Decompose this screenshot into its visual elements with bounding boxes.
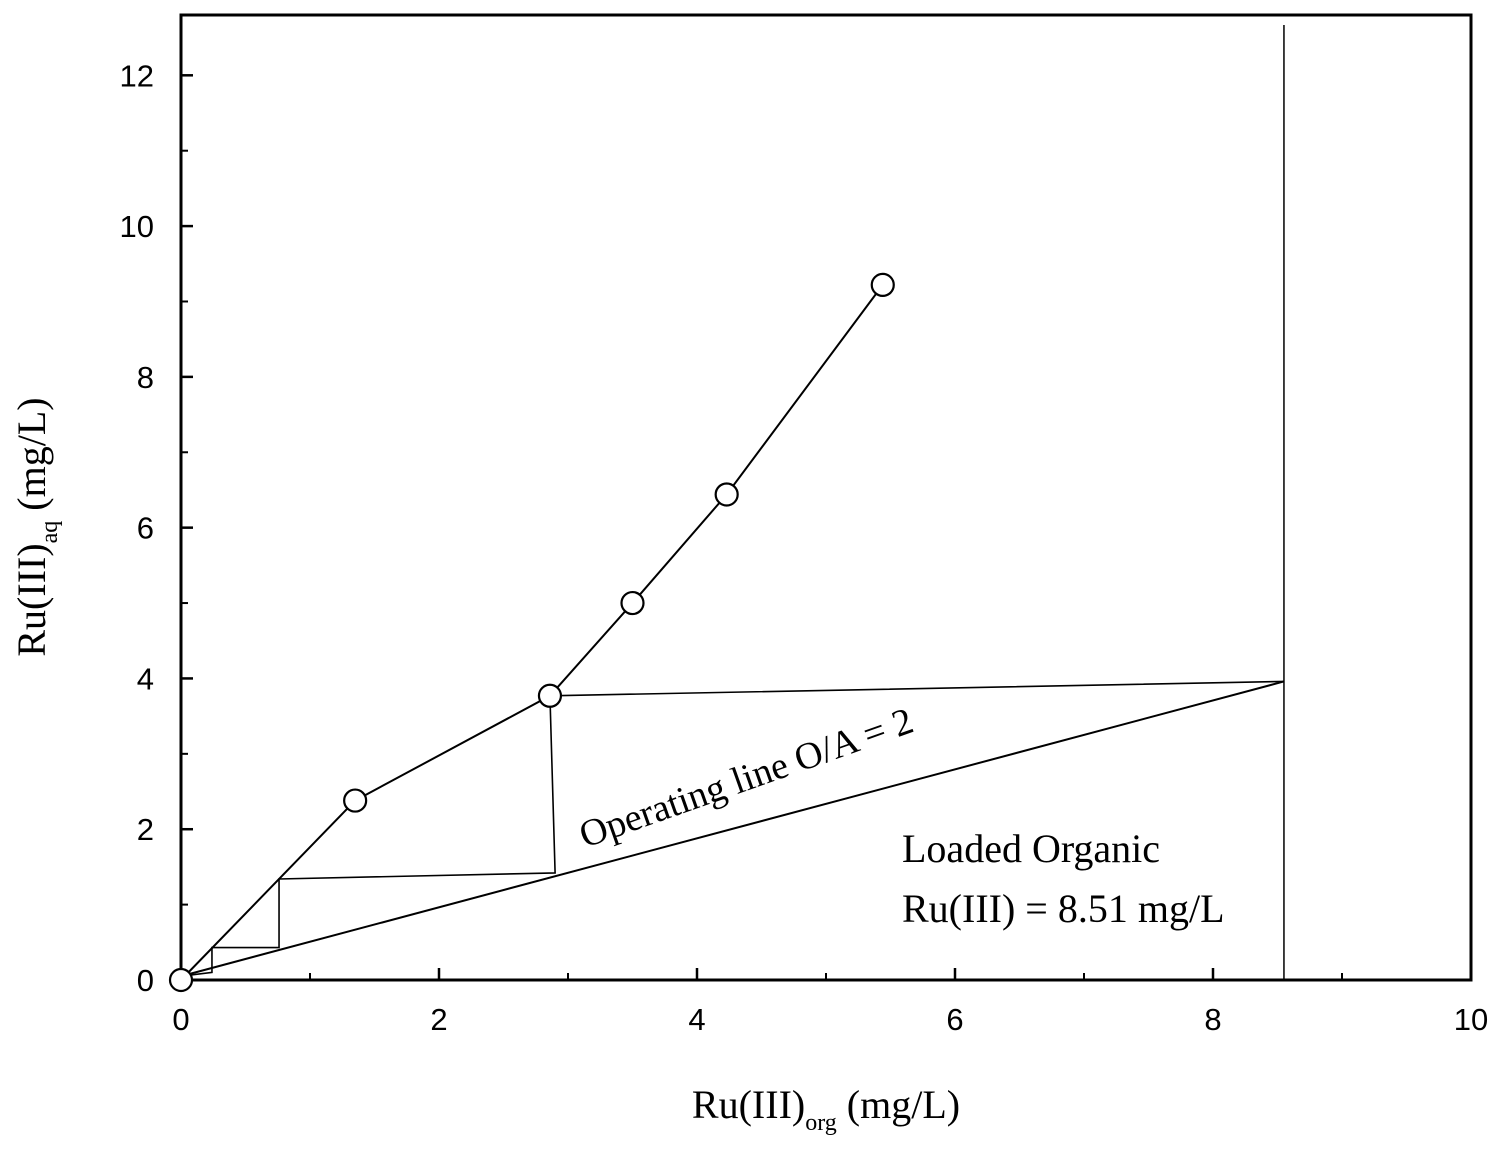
isotherm-point xyxy=(714,482,739,507)
y-tick-label: 10 xyxy=(120,209,154,244)
y-tick-label: 0 xyxy=(137,963,154,998)
x-axis-label-main: Ru(III) xyxy=(692,1082,805,1127)
y-axis-label-unit: (mg/L) xyxy=(9,397,54,510)
annotation-line-1: Loaded Organic xyxy=(902,826,1160,871)
y-tick-label: 12 xyxy=(120,58,154,93)
y-tick-label: 2 xyxy=(137,812,154,847)
x-tick-label: 4 xyxy=(688,1002,705,1037)
isotherm-point xyxy=(537,683,563,708)
x-axis-ticks: 0 2 4 6 8 10 xyxy=(172,968,1488,1037)
x-axis-label-unit: (mg/L) xyxy=(847,1082,960,1127)
isotherm-line xyxy=(180,284,884,981)
annotation-line-2: Ru(III) = 8.51 mg/L xyxy=(902,886,1225,931)
x-tick-label: 2 xyxy=(430,1002,447,1037)
x-axis-label: Ru(III)org (mg/L) xyxy=(692,1082,960,1136)
plot-frame xyxy=(179,13,1473,982)
x-tick-label: 0 xyxy=(172,1002,189,1037)
x-tick-label: 6 xyxy=(946,1002,963,1037)
x-axis-label-sub: org xyxy=(805,1110,837,1136)
isotherm-point xyxy=(343,788,368,813)
y-axis-label: Ru(III)aq (mg/L) xyxy=(9,397,63,656)
isotherm-point xyxy=(870,272,895,297)
y-tick-label: 6 xyxy=(137,511,154,546)
isotherm-point xyxy=(620,590,645,616)
x-tick-label: 8 xyxy=(1204,1002,1221,1037)
y-axis-label-sub: aq xyxy=(37,521,63,544)
y-axis-label-main: Ru(III) xyxy=(9,543,54,656)
operating-line-label: Operating line O/A = 2 xyxy=(574,700,919,857)
operating-line xyxy=(180,680,1285,978)
y-tick-label: 4 xyxy=(137,661,154,696)
chart-marks xyxy=(168,25,1285,993)
x-tick-label: 10 xyxy=(1454,1002,1488,1037)
isotherm-point xyxy=(168,967,194,993)
stage-steps xyxy=(180,680,1284,978)
y-tick-label: 8 xyxy=(137,360,154,395)
